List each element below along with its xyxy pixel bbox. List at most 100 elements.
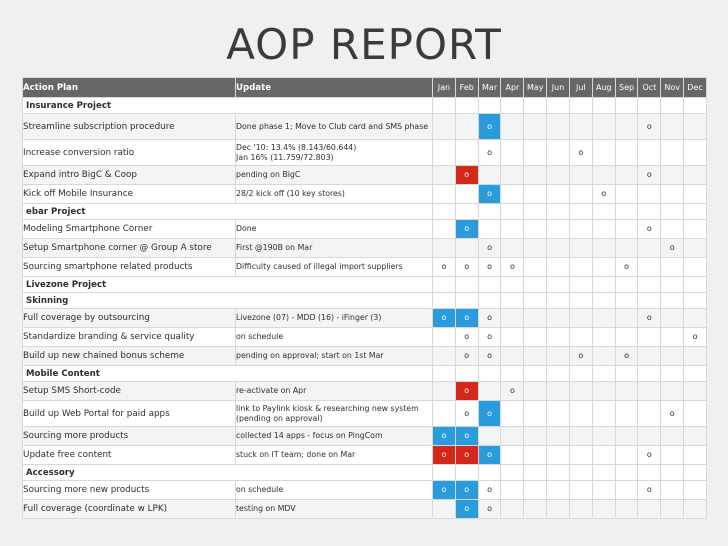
month-cell xyxy=(637,97,662,114)
month-cell xyxy=(546,203,570,220)
action-plan-cell: Modeling Smartphone Corner xyxy=(22,219,236,239)
month-cell xyxy=(500,499,525,519)
section-label: Livezone Project xyxy=(22,276,433,293)
month-cell xyxy=(432,346,456,366)
action-plan-cell: Standardize branding & service quality xyxy=(22,327,236,347)
month-cell xyxy=(591,257,616,277)
month-cell xyxy=(568,464,593,481)
month-cell xyxy=(477,381,502,401)
month-cell xyxy=(546,365,570,382)
milestone-mark-oct: o xyxy=(637,219,662,239)
month-cell xyxy=(637,184,662,204)
month-cell xyxy=(683,308,707,328)
month-cell xyxy=(432,113,456,140)
month-cell xyxy=(683,480,707,500)
milestone-mark-apr: o xyxy=(500,381,525,401)
month-cell xyxy=(591,426,616,446)
month-cell xyxy=(546,327,570,347)
month-cell xyxy=(432,464,456,481)
milestone-mark-jan: o xyxy=(432,426,456,446)
milestone-mark-feb: o xyxy=(454,257,479,277)
month-cell xyxy=(683,97,707,114)
month-cell xyxy=(432,165,456,185)
month-cell xyxy=(523,219,548,239)
month-cell xyxy=(568,276,593,293)
update-cell: First @190B on Mar xyxy=(235,238,433,258)
milestone-mark-oct: o xyxy=(637,445,662,465)
action-plan-cell: Full coverage (coordinate w LPK) xyxy=(22,499,236,519)
month-cell xyxy=(454,139,479,166)
month-cell xyxy=(660,381,685,401)
month-cell xyxy=(546,400,570,427)
month-cell xyxy=(637,276,662,293)
month-cell xyxy=(637,346,662,366)
month-cell xyxy=(546,445,570,465)
milestone-mark-mar: o xyxy=(477,184,502,204)
month-cell xyxy=(637,400,662,427)
month-cell xyxy=(500,238,525,258)
section-label: Mobile Content xyxy=(22,365,433,382)
milestone-mark-mar: o xyxy=(477,400,502,427)
milestone-mark-oct: o xyxy=(637,308,662,328)
month-cell xyxy=(432,238,456,258)
month-cell xyxy=(683,238,707,258)
table-row: Standardize branding & service quality on… xyxy=(22,327,707,347)
month-cell xyxy=(523,257,548,277)
month-cell xyxy=(568,426,593,446)
month-cell xyxy=(660,327,685,347)
milestone-mark-mar: o xyxy=(477,445,502,465)
month-cell xyxy=(500,165,525,185)
milestone-mark-nov: o xyxy=(660,238,685,258)
month-header-mar: Mar xyxy=(477,77,502,98)
month-cell xyxy=(523,426,548,446)
month-cell xyxy=(477,426,502,446)
month-cell xyxy=(546,165,570,185)
section-label: Skinning xyxy=(22,292,433,309)
month-cell xyxy=(637,381,662,401)
section-row: Accessory xyxy=(22,464,707,481)
month-cell xyxy=(683,257,707,277)
month-header-apr: Apr xyxy=(500,77,525,98)
month-cell xyxy=(637,464,662,481)
month-cell xyxy=(500,365,525,382)
month-cell xyxy=(523,464,548,481)
month-cell xyxy=(477,203,502,220)
table-row: Setup SMS Short-code re-activate on Apr o o xyxy=(22,381,707,401)
month-cell xyxy=(591,113,616,140)
update-cell: on schedule xyxy=(235,480,433,500)
update-cell: Done xyxy=(235,219,433,239)
action-plan-cell: Build up new chained bonus scheme xyxy=(22,346,236,366)
month-cell xyxy=(614,445,639,465)
month-cell xyxy=(683,113,707,140)
month-cell xyxy=(683,292,707,309)
month-cell xyxy=(546,97,570,114)
month-cell xyxy=(660,464,685,481)
action-plan-cell: Sourcing more new products xyxy=(22,480,236,500)
month-cell xyxy=(568,445,593,465)
month-cell xyxy=(683,445,707,465)
section-label: Accessory xyxy=(22,464,433,481)
month-cell xyxy=(568,400,593,427)
month-cell xyxy=(614,203,639,220)
month-cell xyxy=(660,165,685,185)
milestone-mark-mar: o xyxy=(477,480,502,500)
month-cell xyxy=(523,381,548,401)
month-cell xyxy=(568,292,593,309)
month-cell xyxy=(432,139,456,166)
month-cell xyxy=(614,139,639,166)
month-cell xyxy=(591,292,616,309)
month-cell xyxy=(591,238,616,258)
month-cell xyxy=(432,365,456,382)
milestone-mark-oct: o xyxy=(637,113,662,140)
month-cell xyxy=(454,292,479,309)
month-header-jun: Jun xyxy=(546,77,570,98)
month-cell xyxy=(591,365,616,382)
month-cell xyxy=(477,165,502,185)
table-row: Full coverage by outsourcing Livezone (07… xyxy=(22,308,707,328)
table-row: Build up Web Portal for paid apps link to… xyxy=(22,400,707,427)
section-row: ebar Project xyxy=(22,203,707,220)
month-cell xyxy=(660,139,685,166)
month-cell xyxy=(614,480,639,500)
milestone-mark-feb: o xyxy=(454,381,479,401)
month-cell xyxy=(683,139,707,166)
